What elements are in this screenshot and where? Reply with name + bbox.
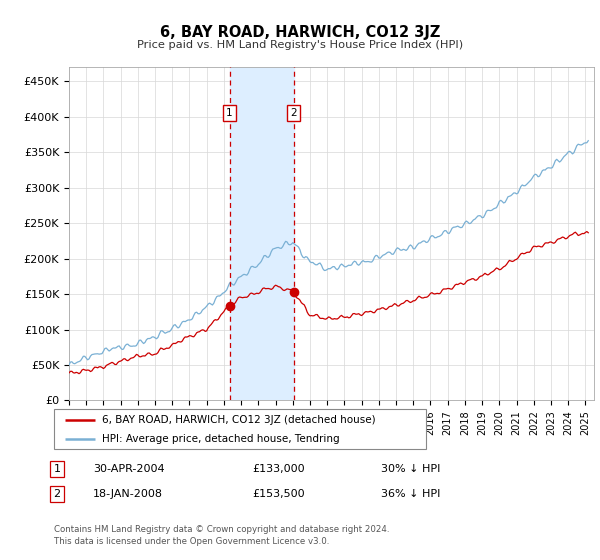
- Text: 30-APR-2004: 30-APR-2004: [93, 464, 164, 474]
- Text: 1: 1: [226, 108, 233, 118]
- Text: Contains HM Land Registry data © Crown copyright and database right 2024.
This d: Contains HM Land Registry data © Crown c…: [54, 525, 389, 546]
- Text: 36% ↓ HPI: 36% ↓ HPI: [381, 489, 440, 499]
- Bar: [230, 67, 293, 400]
- FancyBboxPatch shape: [54, 409, 426, 449]
- Text: 30% ↓ HPI: 30% ↓ HPI: [381, 464, 440, 474]
- Text: 2: 2: [290, 108, 297, 118]
- Text: £153,500: £153,500: [252, 489, 305, 499]
- Text: 18-JAN-2008: 18-JAN-2008: [93, 489, 163, 499]
- Text: 2: 2: [53, 489, 61, 499]
- Text: Price paid vs. HM Land Registry's House Price Index (HPI): Price paid vs. HM Land Registry's House …: [137, 40, 463, 50]
- Text: 6, BAY ROAD, HARWICH, CO12 3JZ (detached house): 6, BAY ROAD, HARWICH, CO12 3JZ (detached…: [103, 415, 376, 425]
- Text: 1: 1: [53, 464, 61, 474]
- Text: HPI: Average price, detached house, Tendring: HPI: Average price, detached house, Tend…: [103, 434, 340, 444]
- Text: 6, BAY ROAD, HARWICH, CO12 3JZ: 6, BAY ROAD, HARWICH, CO12 3JZ: [160, 25, 440, 40]
- Text: £133,000: £133,000: [252, 464, 305, 474]
